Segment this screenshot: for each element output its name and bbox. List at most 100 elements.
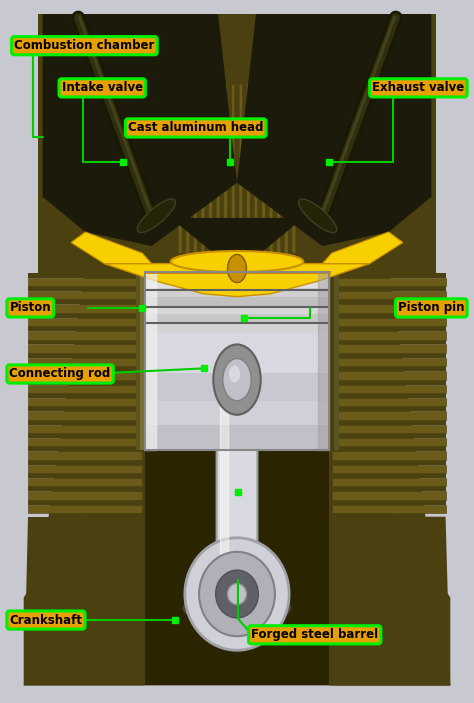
Polygon shape [332,433,446,438]
Polygon shape [28,478,142,486]
Polygon shape [231,84,235,253]
Polygon shape [137,179,141,187]
Polygon shape [332,331,446,340]
Bar [328,260,334,450]
Polygon shape [126,146,129,155]
Polygon shape [216,84,220,253]
Polygon shape [28,340,142,344]
Polygon shape [237,14,431,246]
Polygon shape [332,340,446,344]
Polygon shape [28,304,142,313]
Text: Piston: Piston [9,302,51,314]
Polygon shape [28,393,142,398]
FancyBboxPatch shape [217,388,257,568]
Text: Crankshaft: Crankshaft [9,614,82,626]
Polygon shape [332,353,446,358]
Polygon shape [332,451,446,460]
Polygon shape [332,278,446,286]
Polygon shape [332,465,446,473]
Polygon shape [332,406,446,411]
Polygon shape [332,505,446,513]
Polygon shape [28,446,142,451]
Polygon shape [28,299,142,304]
Polygon shape [333,179,337,187]
Polygon shape [24,513,145,685]
Polygon shape [28,331,142,340]
Polygon shape [332,299,446,304]
Polygon shape [332,438,446,446]
Polygon shape [254,84,258,253]
Polygon shape [28,286,142,291]
Polygon shape [28,460,142,465]
Polygon shape [24,517,142,685]
Ellipse shape [137,199,175,233]
Polygon shape [114,114,117,122]
Polygon shape [28,353,142,358]
Bar [145,314,329,323]
Polygon shape [28,273,142,278]
Polygon shape [28,406,142,411]
Polygon shape [201,84,205,253]
Polygon shape [102,82,105,90]
Bar [145,288,329,297]
Polygon shape [332,500,446,505]
Text: Forged steel barrel: Forged steel barrel [251,628,378,641]
Ellipse shape [182,591,292,626]
Polygon shape [246,84,250,253]
Polygon shape [277,84,281,253]
Polygon shape [351,130,355,138]
Polygon shape [28,318,142,326]
Ellipse shape [171,251,303,272]
Polygon shape [28,473,142,478]
Polygon shape [119,130,123,138]
Polygon shape [332,446,446,451]
Text: Exhaust valve: Exhaust valve [372,82,465,94]
Text: Piston pin: Piston pin [398,302,465,314]
Polygon shape [84,34,87,42]
Polygon shape [332,366,446,371]
Bar [145,297,329,306]
Polygon shape [332,411,446,420]
Ellipse shape [216,570,258,618]
Bar [145,306,329,314]
Polygon shape [269,84,273,253]
Bar [145,323,329,333]
Polygon shape [332,393,446,398]
Polygon shape [332,473,446,478]
Polygon shape [28,313,142,318]
Polygon shape [28,366,142,371]
Polygon shape [78,18,82,26]
Polygon shape [28,433,142,438]
Polygon shape [178,84,182,253]
Polygon shape [104,264,370,297]
Polygon shape [387,34,390,42]
Ellipse shape [199,552,275,636]
Polygon shape [363,98,366,106]
Polygon shape [28,291,142,299]
Polygon shape [332,371,446,380]
Polygon shape [193,84,197,253]
Polygon shape [332,380,446,385]
Polygon shape [332,326,446,331]
Polygon shape [332,491,446,500]
Polygon shape [284,84,288,253]
Bar [145,401,329,425]
Ellipse shape [299,199,337,233]
Bar [145,425,329,450]
Polygon shape [38,14,436,274]
Polygon shape [186,84,190,253]
Bar [145,373,329,401]
Polygon shape [339,162,343,171]
Polygon shape [332,273,446,278]
Polygon shape [292,84,296,253]
Circle shape [213,344,261,415]
Polygon shape [131,162,135,171]
Polygon shape [332,486,446,491]
Bar [145,272,329,288]
Ellipse shape [228,583,246,605]
Polygon shape [71,232,152,264]
Polygon shape [108,98,111,106]
Bar [145,333,329,373]
Polygon shape [28,505,142,513]
Polygon shape [28,500,142,505]
